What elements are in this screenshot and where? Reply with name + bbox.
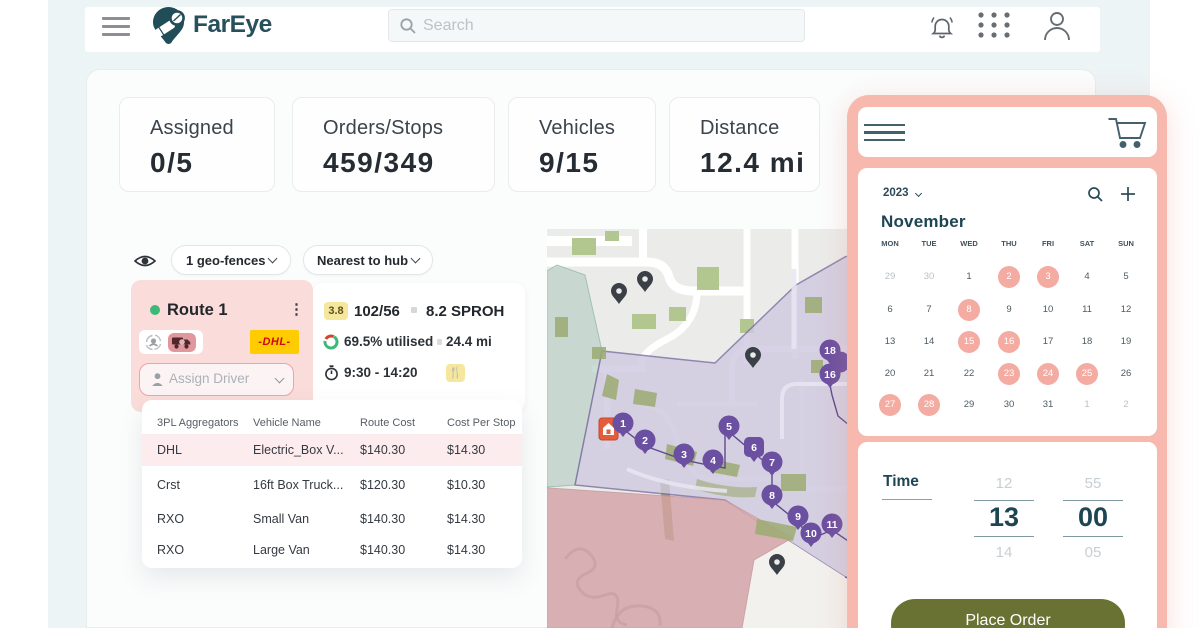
svg-text:10: 10 [805,528,817,540]
svg-text:2: 2 [642,435,648,447]
svg-text:18: 18 [824,345,836,357]
svg-text:11: 11 [826,519,837,531]
svg-text:7: 7 [769,457,775,469]
svg-text:6: 6 [751,442,757,454]
svg-text:9: 9 [795,511,801,523]
svg-text:3: 3 [681,449,687,461]
svg-text:16: 16 [824,369,836,381]
svg-text:5: 5 [726,421,732,433]
svg-text:1: 1 [620,418,626,430]
svg-text:4: 4 [710,455,716,467]
svg-text:8: 8 [769,490,775,502]
